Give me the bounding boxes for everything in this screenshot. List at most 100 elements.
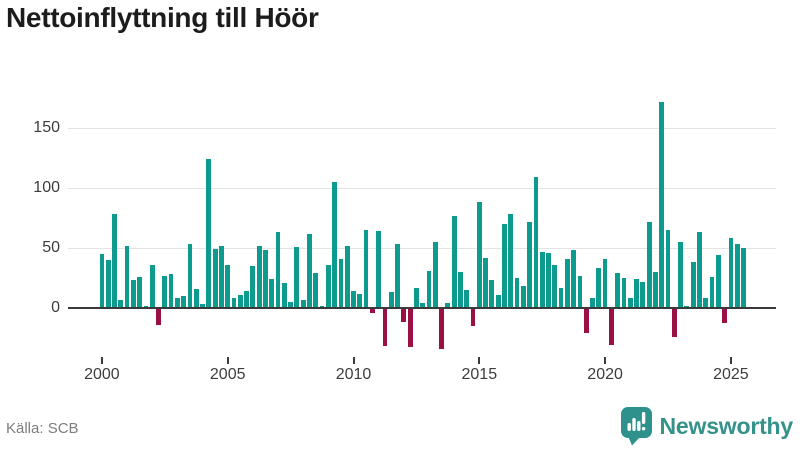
bar-quarter-61 xyxy=(483,257,488,308)
bar-quarter-72 xyxy=(552,264,558,308)
bar-quarter-57 xyxy=(458,272,463,308)
gridline-y100 xyxy=(68,188,776,189)
bar-quarter-91 xyxy=(671,309,677,337)
bar-quarter-48 xyxy=(401,309,407,323)
bar-quarter-1 xyxy=(105,260,111,308)
bar-quarter-102 xyxy=(741,248,746,308)
bar-quarter-0 xyxy=(99,254,105,308)
bar-quarter-3 xyxy=(118,299,124,308)
y-axis-tick-label: 0 xyxy=(51,299,60,316)
chart-title: Nettoinflyttning till Höör xyxy=(6,2,319,33)
bar-quarter-39 xyxy=(344,245,350,308)
bar-quarter-10 xyxy=(162,275,168,308)
bar-quarter-31 xyxy=(294,246,300,308)
y-axis-tick-label: 150 xyxy=(33,119,60,136)
y-axis-tick-label: 100 xyxy=(33,179,60,196)
x-axis-tick-label: 2000 xyxy=(84,366,120,383)
bar-quarter-56 xyxy=(451,215,457,308)
bar-quarter-86 xyxy=(640,281,646,308)
bar-quarter-73 xyxy=(558,287,564,308)
bar-quarter-66 xyxy=(514,278,520,308)
bar-quarter-16 xyxy=(200,304,205,308)
bar-quarter-17 xyxy=(206,159,212,308)
bar-quarter-95 xyxy=(697,232,702,308)
bar-quarter-70 xyxy=(539,251,545,308)
bar-quarter-49 xyxy=(407,309,413,348)
bar-quarter-18 xyxy=(212,249,218,308)
bar-quarter-6 xyxy=(137,276,143,308)
x-axis-tick-mark xyxy=(100,357,103,364)
bar-quarter-50 xyxy=(414,287,419,308)
newsworthy-wordmark: Newsworthy xyxy=(659,412,794,439)
bar-quarter-76 xyxy=(577,275,583,308)
bar-quarter-97 xyxy=(709,276,715,308)
bar-quarter-75 xyxy=(571,250,577,308)
bar-quarter-43 xyxy=(369,309,375,313)
bar-quarter-80 xyxy=(602,258,608,308)
bar-quarter-23 xyxy=(244,291,249,308)
bar-quarter-14 xyxy=(187,244,193,308)
bar-quarter-32 xyxy=(300,299,306,308)
bar-quarter-33 xyxy=(307,233,312,308)
bar-quarter-101 xyxy=(734,244,740,308)
bar-quarter-5 xyxy=(130,280,136,308)
bar-quarter-54 xyxy=(439,309,444,349)
bar-quarter-69 xyxy=(533,177,539,308)
bar-quarter-59 xyxy=(470,309,476,326)
x-axis-tick-mark xyxy=(226,357,229,364)
bar-quarter-99 xyxy=(722,309,727,324)
bar-quarter-7 xyxy=(143,305,149,308)
x-axis-tick-label: 2010 xyxy=(335,366,372,383)
bar-quarter-15 xyxy=(193,288,199,308)
bar-quarter-64 xyxy=(502,224,507,308)
bar-quarter-83 xyxy=(621,278,627,308)
bar-quarter-24 xyxy=(250,266,256,308)
bar-quarter-74 xyxy=(564,258,570,308)
bar-quarter-96 xyxy=(703,298,709,308)
bar-quarter-71 xyxy=(546,252,551,308)
x-axis-tick-label: 2005 xyxy=(209,366,246,383)
bar-quarter-45 xyxy=(382,309,388,347)
bar-quarter-12 xyxy=(174,298,180,308)
source-label: Källa: SCB xyxy=(6,420,79,437)
x-axis-tick-mark xyxy=(352,357,355,364)
bar-quarter-62 xyxy=(489,280,495,308)
bar-quarter-63 xyxy=(495,294,501,308)
bar-quarter-68 xyxy=(527,221,533,308)
bar-quarter-19 xyxy=(219,245,224,308)
bar-quarter-26 xyxy=(263,250,268,308)
bar-quarter-2 xyxy=(112,214,117,308)
x-axis-tick-label: 2020 xyxy=(587,366,623,383)
bar-quarter-98 xyxy=(715,255,721,308)
bar-quarter-100 xyxy=(728,238,734,308)
bar-quarter-53 xyxy=(432,242,438,308)
y-axis-tick-label: 50 xyxy=(42,239,60,256)
bar-quarter-46 xyxy=(388,292,394,308)
bar-quarter-35 xyxy=(319,305,325,308)
bar-quarter-52 xyxy=(426,270,432,308)
bar-quarter-82 xyxy=(615,273,621,308)
bar-quarter-21 xyxy=(231,298,237,308)
newsworthy-bar-chart-bubble-icon xyxy=(620,406,653,446)
bar-quarter-40 xyxy=(351,291,356,308)
bar-quarter-44 xyxy=(376,231,382,308)
gridline-y150 xyxy=(68,128,776,129)
bar-quarter-60 xyxy=(476,202,482,308)
bar-quarter-55 xyxy=(445,303,451,308)
bar-quarter-77 xyxy=(583,309,589,333)
bar-quarter-25 xyxy=(256,245,262,308)
newsworthy-logo[interactable]: Newsworthy xyxy=(620,406,793,446)
x-axis-tick-mark xyxy=(478,357,481,364)
bar-quarter-85 xyxy=(634,279,639,308)
bar-quarter-27 xyxy=(269,279,275,308)
bar-quarter-47 xyxy=(395,244,400,308)
bar-quarter-20 xyxy=(225,264,231,308)
bar-quarter-28 xyxy=(275,232,281,308)
bar-quarter-34 xyxy=(313,273,319,308)
bar-quarter-9 xyxy=(156,309,161,325)
bar-quarter-36 xyxy=(325,264,331,308)
x-axis-tick-mark xyxy=(729,357,732,364)
bar-quarter-37 xyxy=(332,182,338,308)
bar-quarter-11 xyxy=(168,274,174,308)
